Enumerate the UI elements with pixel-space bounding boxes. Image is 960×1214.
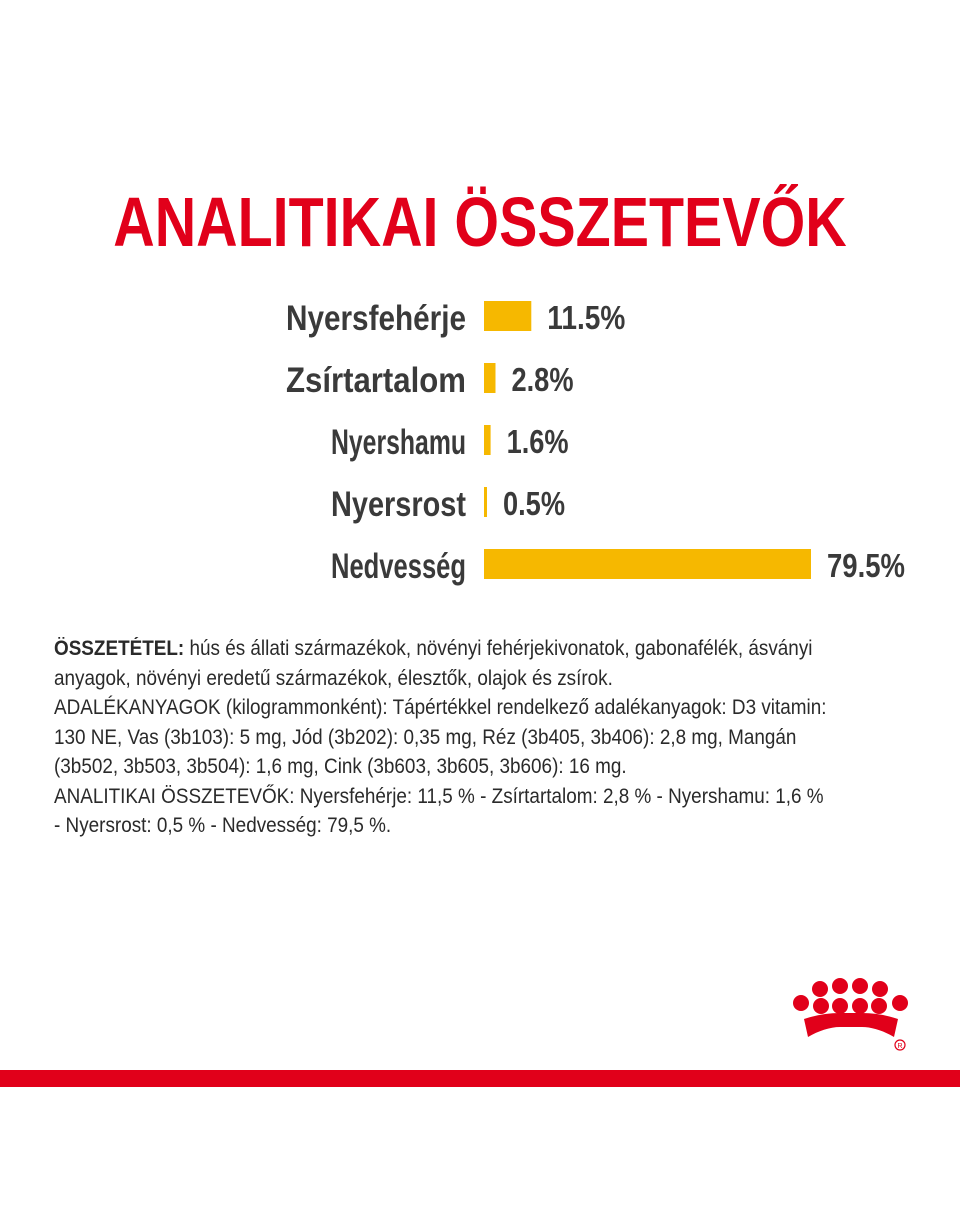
- composition-line-text: hús és állati származékok, növényi fehér…: [184, 637, 813, 660]
- value-label: 79.5%: [827, 547, 905, 584]
- value-label: 11.5%: [547, 299, 625, 336]
- composition-line: - Nyersrost: 0,5 % - Nedvesség: 79,5 %.: [54, 814, 392, 837]
- composition-text: ÖSSZETÉTEL: hús és állati származékok, n…: [54, 634, 909, 841]
- category-label: Nyersrost: [331, 485, 466, 524]
- composition-line: ANALITIKAI ÖSSZETEVŐK: Nyersfehérje: 11,…: [54, 784, 824, 808]
- composition-line: anyagok, növényi eredetű származékok, él…: [54, 666, 613, 690]
- bar: [484, 425, 491, 455]
- category-label: Nyershamu: [331, 423, 466, 462]
- analytical-constituents-chart: Nyersfehérje 11.5% Zsírtartalom 2.8% Nyersha…: [286, 299, 905, 586]
- category-label: Nyersfehérje: [286, 299, 466, 338]
- svg-text:R: R: [897, 1043, 902, 1050]
- bar: [484, 487, 487, 517]
- bar: [484, 301, 532, 331]
- category-label: Nedvesség: [331, 547, 466, 586]
- composition-line: ÖSSZETÉTEL: hús és állati származékok, n…: [54, 634, 909, 664]
- value-label: 0.5%: [503, 485, 565, 522]
- composition-line: (3b502, 3b503, 3b504): 1,6 mg, Cink (3b6…: [54, 755, 627, 778]
- crown-logo-icon: R: [793, 978, 908, 1051]
- bar: [484, 363, 496, 393]
- value-label: 1.6%: [507, 423, 569, 460]
- composition-line: 130 NE, Vas (3b103): 5 mg, Jód (3b202): …: [54, 725, 797, 749]
- composition-label: ÖSSZETÉTEL:: [54, 637, 185, 660]
- composition-line: ADALÉKANYAGOK (kilogrammonként): Tápérté…: [54, 696, 827, 719]
- bar: [484, 549, 811, 579]
- category-label: Zsírtartalom: [286, 361, 466, 400]
- page-title: ANALITIKAI ÖSSZETEVŐK: [113, 183, 847, 261]
- brand-red-band: [0, 1070, 960, 1087]
- value-label: 2.8%: [512, 361, 574, 398]
